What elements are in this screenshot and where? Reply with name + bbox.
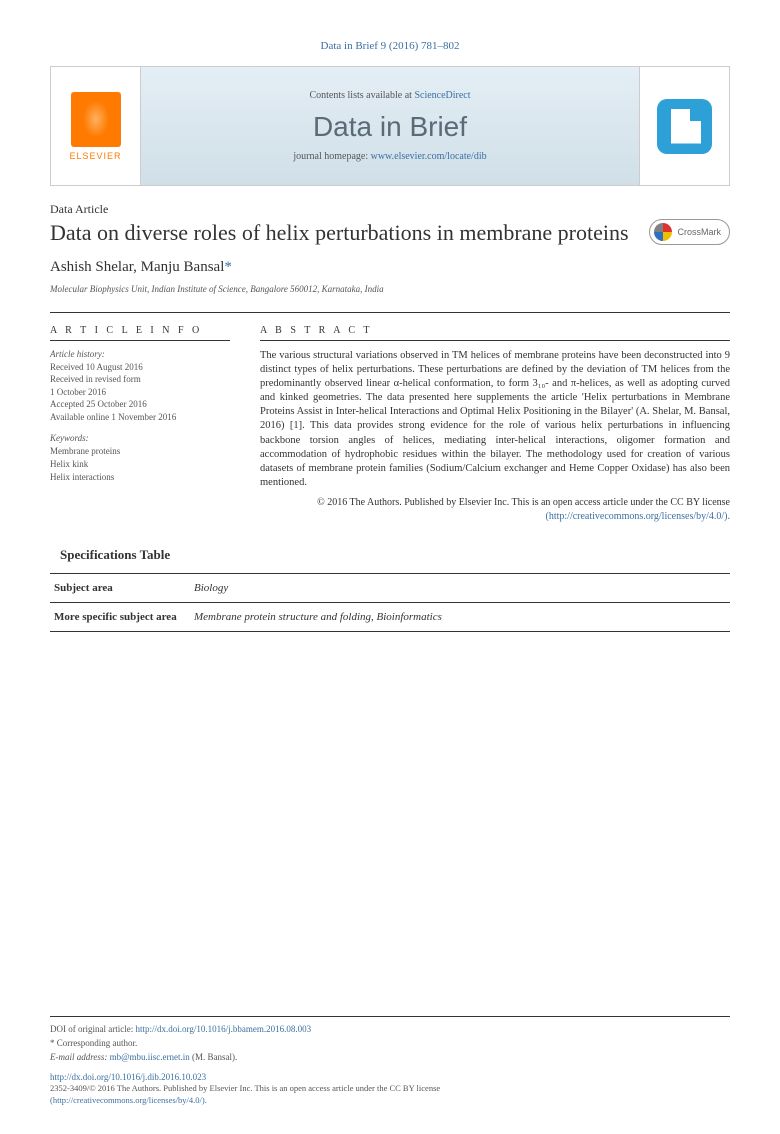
spec-key: Subject area	[50, 574, 190, 603]
footer-corresponding: * Corresponding author.	[50, 1037, 730, 1049]
dib-logo-icon	[657, 99, 712, 154]
spec-table-heading: Specifications Table	[60, 547, 730, 563]
table-row: Subject area Biology	[50, 574, 730, 603]
license-link[interactable]: (http://creativecommons.org/licenses/by/…	[546, 511, 731, 522]
info-abstract-row: A R T I C L E I N F O Article history: R…	[50, 312, 730, 524]
copyright-line: © 2016 The Authors. Published by Elsevie…	[317, 497, 730, 508]
sciencedirect-link[interactable]: ScienceDirect	[414, 90, 470, 101]
footer-license-link[interactable]: (http://creativecommons.org/licenses/by/…	[50, 1095, 207, 1105]
publisher-name: ELSEVIER	[69, 151, 121, 161]
abstract-heading: A B S T R A C T	[260, 325, 730, 341]
contents-prefix: Contents lists available at	[309, 90, 414, 101]
copyright-text: © 2016 The Authors. Published by Elsevie…	[260, 496, 730, 523]
spec-table: Subject area Biology More specific subje…	[50, 573, 730, 632]
crossmark-badge[interactable]: CrossMark	[649, 219, 730, 245]
keywords-label: Keywords:	[50, 433, 230, 443]
journal-logo-block	[639, 67, 729, 185]
crossmark-icon	[654, 223, 672, 241]
email-label: E-mail address:	[50, 1052, 110, 1062]
affiliation: Molecular Biophysics Unit, Indian Instit…	[50, 284, 730, 294]
article-doi[interactable]: http://dx.doi.org/10.1016/j.dib.2016.10.…	[50, 1071, 730, 1083]
article-type: Data Article	[50, 202, 730, 217]
footer-license: 2352-3409/© 2016 The Authors. Published …	[50, 1083, 730, 1106]
journal-name: Data in Brief	[141, 111, 639, 143]
license-text: 2352-3409/© 2016 The Authors. Published …	[50, 1083, 440, 1093]
header-citation: Data in Brief 9 (2016) 781–802	[50, 40, 730, 52]
history-block: Received 10 August 2016 Received in revi…	[50, 361, 230, 424]
abstract-text: The various structural variations observ…	[260, 349, 730, 491]
homepage-prefix: journal homepage:	[293, 151, 370, 162]
title-row: Data on diverse roles of helix perturbat…	[50, 219, 730, 247]
corresponding-marker: *	[224, 259, 232, 275]
article-info-col: A R T I C L E I N F O Article history: R…	[50, 325, 230, 524]
doi-label: DOI of original article:	[50, 1024, 135, 1034]
crossmark-label: CrossMark	[677, 227, 721, 237]
elsevier-tree-icon	[71, 92, 121, 147]
history-label: Article history:	[50, 349, 230, 359]
abstract-col: A B S T R A C T The various structural v…	[260, 325, 730, 524]
author-names: Ashish Shelar, Manju Bansal	[50, 259, 224, 275]
footer: DOI of original article: http://dx.doi.o…	[50, 1016, 730, 1107]
spec-value: Membrane protein structure and folding, …	[190, 603, 730, 632]
spec-value: Biology	[190, 574, 730, 603]
doi-link[interactable]: http://dx.doi.org/10.1016/j.bbamem.2016.…	[135, 1024, 311, 1034]
homepage-link[interactable]: www.elsevier.com/locate/dib	[371, 151, 487, 162]
spec-key: More specific subject area	[50, 603, 190, 632]
article-info-heading: A R T I C L E I N F O	[50, 325, 230, 341]
journal-banner: ELSEVIER Contents lists available at Sci…	[50, 66, 730, 186]
email-name: (M. Bansal).	[190, 1052, 238, 1062]
homepage-line: journal homepage: www.elsevier.com/locat…	[141, 151, 639, 162]
footer-doi: DOI of original article: http://dx.doi.o…	[50, 1023, 730, 1035]
publisher-logo-block: ELSEVIER	[51, 67, 141, 185]
email-link[interactable]: mb@mbu.iisc.ernet.in	[110, 1052, 190, 1062]
authors: Ashish Shelar, Manju Bansal*	[50, 259, 730, 276]
article-title: Data on diverse roles of helix perturbat…	[50, 219, 649, 247]
keywords-block: Membrane proteins Helix kink Helix inter…	[50, 445, 230, 483]
footer-email: E-mail address: mb@mbu.iisc.ernet.in (M.…	[50, 1051, 730, 1063]
table-row: More specific subject area Membrane prot…	[50, 603, 730, 632]
banner-center: Contents lists available at ScienceDirec…	[141, 82, 639, 170]
contents-line: Contents lists available at ScienceDirec…	[141, 90, 639, 101]
